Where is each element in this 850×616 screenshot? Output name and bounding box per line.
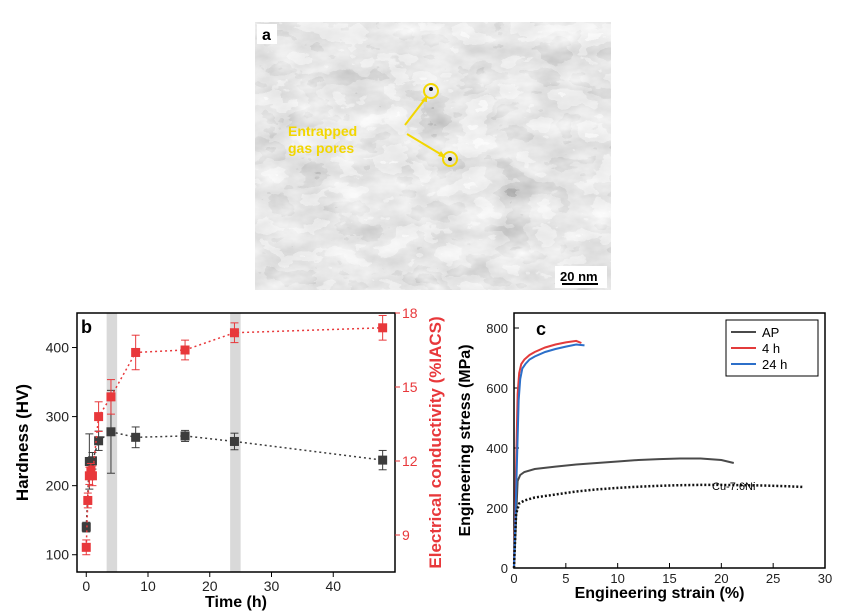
x-tick-label: 0	[82, 578, 90, 594]
shaded-band	[106, 313, 118, 572]
series-line-24-h	[513, 343, 585, 569]
data-point	[94, 436, 104, 446]
series-line-4-h	[513, 339, 582, 569]
y2-tick-label: 9	[402, 527, 410, 543]
y-tick-label: 0	[501, 561, 508, 576]
plot-frame	[76, 312, 396, 573]
y-tick-label: 200	[46, 478, 70, 494]
data-point	[131, 432, 141, 442]
data-point	[180, 345, 190, 355]
legend-label: 24 h	[762, 357, 787, 372]
x-tick-label: 5	[562, 571, 569, 586]
x-tick-label: 20	[714, 571, 728, 586]
pore-arrow	[404, 98, 426, 126]
series-line-ap	[513, 457, 735, 569]
panel-label-b: b	[81, 317, 92, 337]
data-point	[106, 392, 116, 402]
x-tick-label: 15	[662, 571, 676, 586]
scale-bar-label: 20 nm	[560, 269, 598, 284]
panel-label-a: a	[262, 27, 271, 44]
y-tick-label: 300	[46, 409, 70, 425]
x-tick-label: 25	[766, 571, 780, 586]
y2-tick-label: 18	[402, 305, 418, 321]
data-point	[106, 427, 116, 437]
data-point	[83, 495, 93, 505]
y-tick-label: 200	[486, 501, 508, 516]
micrograph-panel: a Entrapped gas pores 20 nm	[255, 22, 611, 290]
series-line	[85, 430, 383, 528]
panel-label-c: c	[536, 319, 546, 339]
legend-label: 4 h	[762, 341, 780, 356]
data-point	[378, 455, 388, 465]
y2-tick-label: 15	[402, 379, 418, 395]
x-tick-label: 10	[140, 578, 156, 594]
y2-axis-label: Electrical conductivity (%IACS)	[426, 316, 445, 568]
curve-annotation: Cu-7.6Ni	[712, 481, 755, 493]
x-axis-label: Engineering strain (%)	[575, 585, 745, 602]
data-point	[229, 328, 239, 338]
legend-label: AP	[762, 325, 779, 340]
y2-tick-label: 12	[402, 453, 418, 469]
y-axis-label: Engineering stress (MPa)	[457, 344, 474, 536]
pore-arrow	[406, 133, 443, 156]
y-tick-label: 400	[486, 441, 508, 456]
data-point	[81, 542, 91, 552]
x-axis-label: Time (h)	[205, 594, 267, 611]
annotation-line-2: gas pores	[288, 140, 354, 156]
x-tick-label: 30	[264, 578, 280, 594]
x-tick-label: 20	[202, 578, 218, 594]
plot-frame	[513, 312, 826, 569]
series-line	[85, 327, 383, 548]
y-axis-label: Hardness (HV)	[13, 384, 32, 501]
data-point	[94, 412, 104, 422]
micrograph-image: a Entrapped gas pores 20 nm	[255, 22, 611, 290]
pore-circle	[442, 151, 458, 167]
data-point	[87, 456, 97, 466]
annotation-line-1: Entrapped	[288, 123, 357, 139]
data-point	[131, 347, 141, 357]
data-point	[84, 456, 94, 466]
pore-circle	[423, 83, 439, 99]
x-tick-label: 0	[510, 571, 517, 586]
y-tick-label: 600	[486, 381, 508, 396]
x-tick-label: 30	[818, 571, 832, 586]
data-point	[378, 323, 388, 333]
data-point	[87, 471, 97, 481]
y-tick-label: 400	[46, 340, 70, 356]
x-tick-label: 40	[325, 578, 341, 594]
data-point	[84, 471, 94, 481]
legend-box	[725, 319, 819, 377]
series-line-cu-7-6ni	[512, 483, 805, 569]
data-point	[180, 431, 190, 441]
shaded-band	[230, 313, 241, 572]
y-tick-label: 800	[486, 321, 508, 336]
x-tick-label: 10	[610, 571, 624, 586]
data-point	[229, 436, 239, 446]
data-point	[81, 522, 91, 532]
data-point	[86, 466, 96, 476]
y-tick-label: 100	[46, 547, 70, 563]
